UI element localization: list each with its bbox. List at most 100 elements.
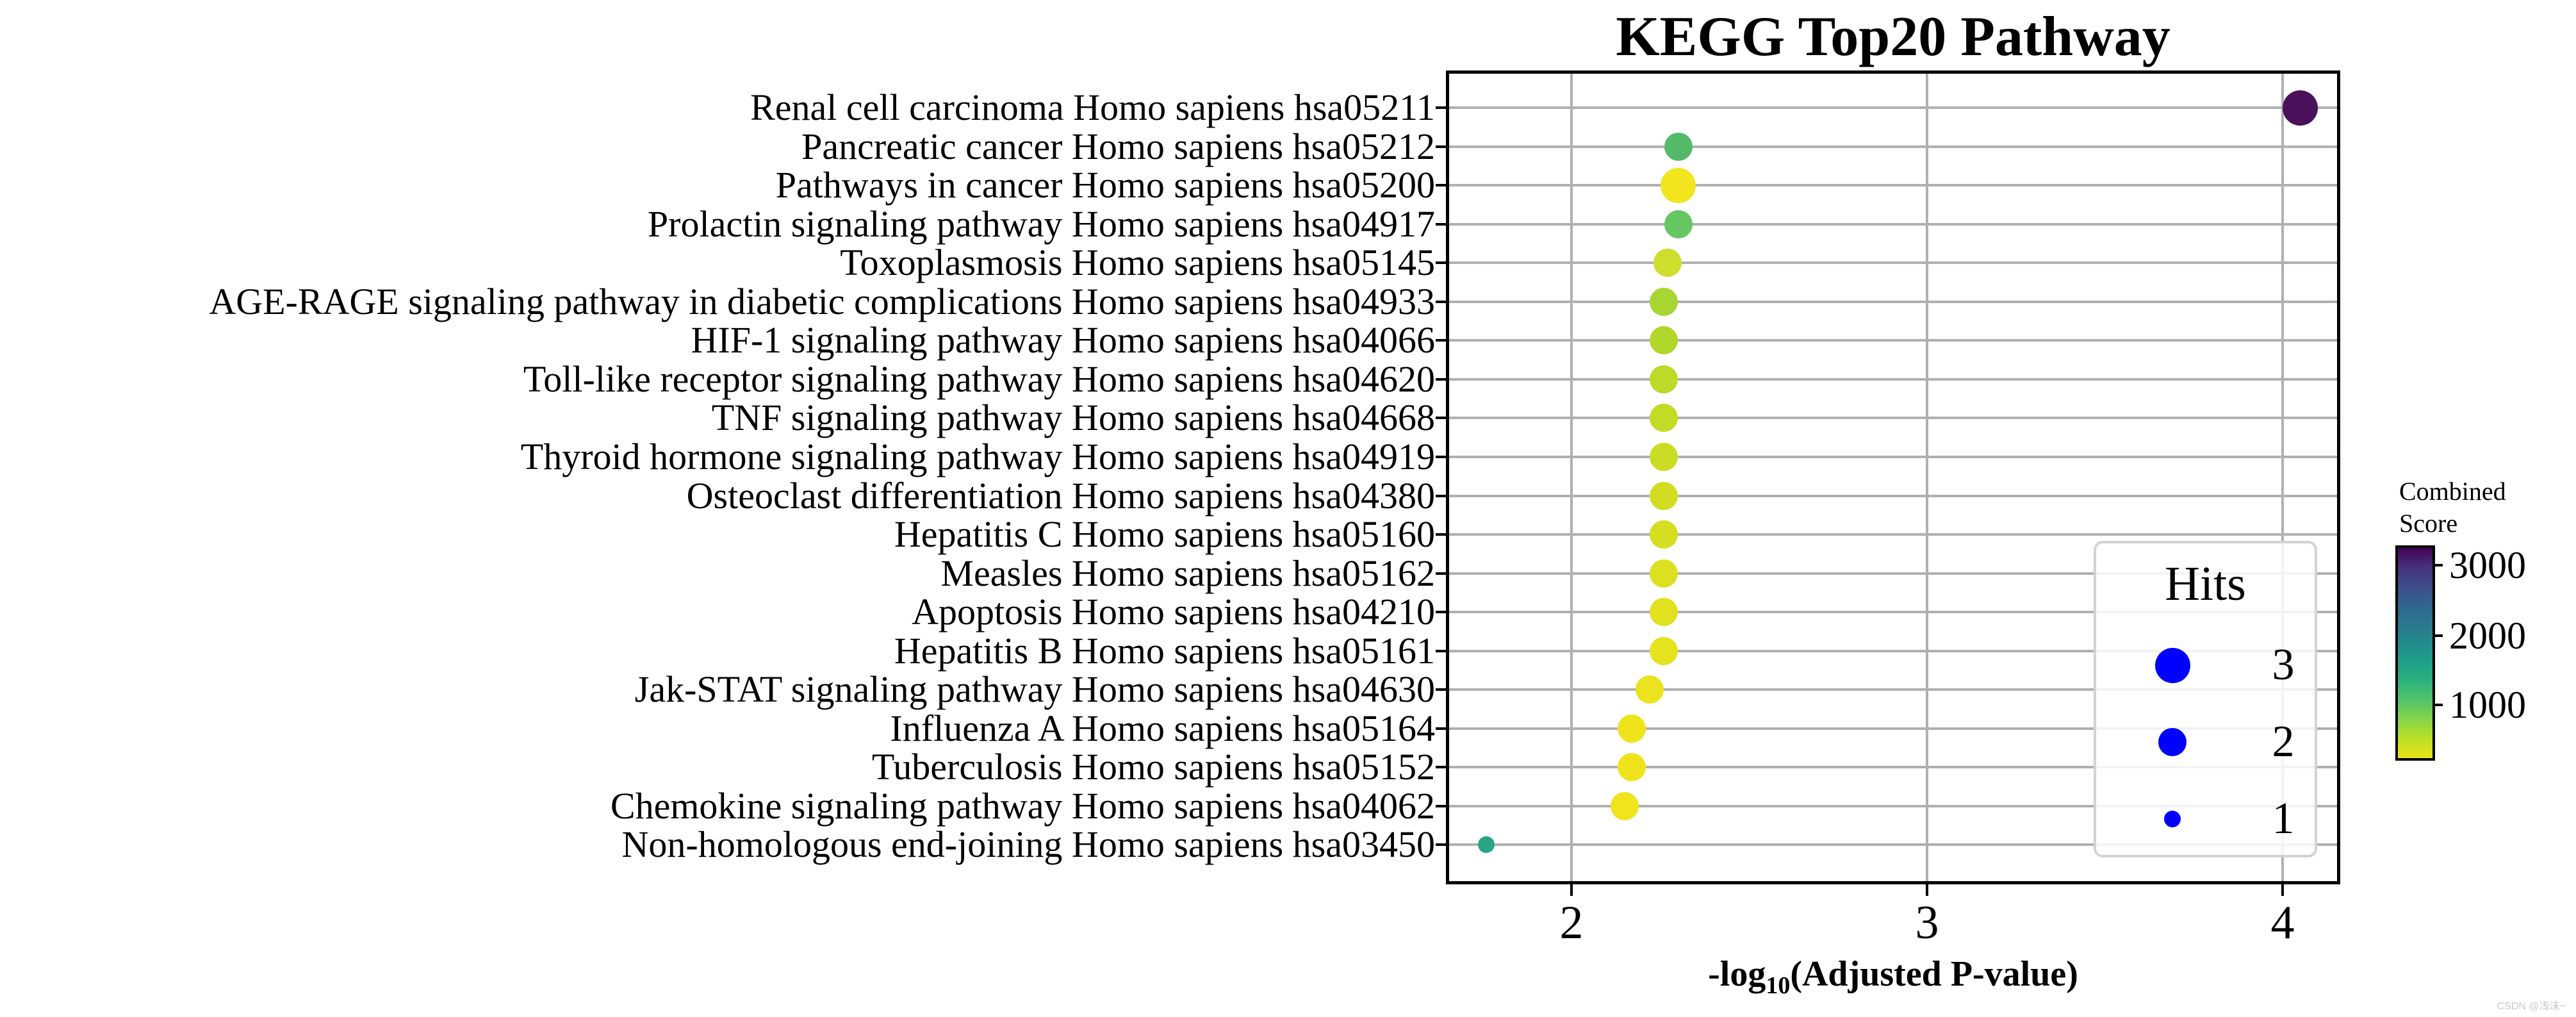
y-axis-label: Hepatitis B Homo sapiens hsa05161 (894, 629, 1435, 672)
y-axis-label: Tuberculosis Homo sapiens hsa05152 (871, 746, 1435, 788)
colorbar-title-line2: Score (2399, 509, 2458, 538)
y-tick-mark (1436, 145, 1446, 148)
pathway-dot (1618, 753, 1646, 782)
legend-marker (2164, 811, 2181, 827)
y-axis-label: Renal cell carcinoma Homo sapiens hsa052… (750, 87, 1435, 128)
y-tick-mark (1436, 184, 1446, 187)
pathway-dot (1650, 287, 1678, 316)
gridline-vertical (1570, 70, 1573, 884)
y-axis-label: Pancreatic cancer Homo sapiens hsa05212 (801, 125, 1435, 167)
gridline-horizontal (1446, 261, 2340, 265)
gridline-horizontal (1446, 611, 2340, 614)
gridline-horizontal (1446, 727, 2340, 730)
bottom-spine (1446, 881, 2340, 884)
y-tick-mark (1436, 766, 1446, 769)
y-axis-label: Apoptosis Homo sapiens hsa04210 (912, 591, 1435, 633)
pathway-dot (1650, 636, 1678, 665)
y-axis-label: Toll-like receptor signaling pathway Hom… (523, 358, 1435, 400)
y-tick-mark (1436, 377, 1446, 381)
pathway-dot (1650, 520, 1678, 549)
right-spine (2337, 70, 2340, 884)
pathway-dot (1650, 365, 1678, 393)
y-tick-mark (1436, 417, 1446, 420)
x-axis-label-suffix: (Adjusted P-value) (1790, 954, 2078, 994)
gridline-horizontal (1446, 106, 2340, 109)
gridline-horizontal (1446, 843, 2340, 847)
top-spine (1446, 70, 2340, 74)
plot-area: Hits 3 2 1 (1446, 70, 2340, 884)
x-tick-mark (1570, 884, 1573, 896)
y-axis-label: Jak-STAT signaling pathway Homo sapiens … (634, 668, 1435, 711)
y-tick-mark (1436, 804, 1446, 807)
colorbar-tick-mark (2435, 634, 2443, 637)
pathway-dot (1650, 442, 1678, 471)
gridline-horizontal (1446, 184, 2340, 187)
y-tick-mark (1436, 300, 1446, 303)
pathway-dot (1664, 132, 1693, 161)
x-tick-label: 2 (1559, 897, 1584, 949)
x-tick-mark (2281, 884, 2284, 896)
y-axis-label: HIF-1 signaling pathway Homo sapiens hsa… (691, 319, 1435, 361)
colorbar-tick-label: 2000 (2449, 615, 2526, 657)
y-axis-label: Thyroid hormone signaling pathway Homo s… (520, 435, 1435, 477)
colorbar-tick-label: 1000 (2449, 684, 2526, 726)
gridline-horizontal (1446, 222, 2340, 226)
gridline-horizontal (1446, 649, 2340, 652)
y-tick-mark (1436, 106, 1446, 109)
y-tick-mark (1436, 261, 1446, 265)
gridline-vertical (2281, 70, 2284, 884)
legend-entry-label: 3 (2272, 640, 2295, 690)
size-legend: Hits 3 2 1 (2094, 541, 2317, 857)
gridline-horizontal (1446, 766, 2340, 769)
y-axis-label: Pathways in cancer Homo sapiens hsa05200 (775, 164, 1435, 206)
pathway-dot (1650, 559, 1678, 588)
gridline-horizontal (1446, 455, 2340, 458)
gridline-horizontal (1446, 494, 2340, 497)
y-tick-mark (1436, 611, 1446, 614)
y-tick-mark (1436, 339, 1446, 342)
gridline-horizontal (1446, 533, 2340, 536)
y-axis-label: Toxoplasmosis Homo sapiens hsa05145 (840, 242, 1435, 284)
pathway-dot (1611, 791, 1639, 820)
y-axis-label: Osteoclast differentiation Homo sapiens … (686, 474, 1435, 517)
x-tick-label: 4 (2270, 897, 2295, 949)
y-axis-label: Influenza A Homo sapiens hsa05164 (890, 707, 1435, 749)
y-axis-label: TNF signaling pathway Homo sapiens hsa04… (711, 397, 1435, 439)
y-axis-label: Non-homologous end-joining Homo sapiens … (621, 823, 1435, 866)
y-tick-mark (1436, 494, 1446, 497)
y-tick-mark (1436, 455, 1446, 458)
x-axis-label-prefix: -log (1708, 954, 1766, 994)
y-tick-mark (1436, 533, 1446, 536)
legend-marker (2154, 647, 2190, 683)
colorbar-tick-label: 3000 (2449, 544, 2526, 586)
pathway-dot (1653, 249, 1682, 277)
colorbar-title-line1: Combined (2399, 477, 2506, 506)
pathway-dot (1477, 836, 1495, 854)
pathway-dot (1650, 326, 1678, 355)
legend-entry-label: 1 (2272, 794, 2295, 843)
pathway-dot (1650, 598, 1678, 627)
pathway-dot (1664, 210, 1693, 238)
size-legend-title: Hits (2165, 557, 2246, 611)
pathway-dot (2283, 90, 2318, 126)
gridline-horizontal (1446, 417, 2340, 420)
y-axis-label: Measles Homo sapiens hsa05162 (940, 552, 1435, 594)
gridline-horizontal (1446, 572, 2340, 575)
pathway-dot (1650, 481, 1678, 510)
y-tick-mark (1436, 688, 1446, 691)
y-axis-label: AGE-RAGE signaling pathway in diabetic c… (209, 280, 1435, 322)
colorbar-gradient (2395, 545, 2435, 761)
gridline-horizontal (1446, 377, 2340, 381)
pathway-dot (1636, 675, 1664, 704)
y-axis-label: Prolactin signaling pathway Homo sapiens… (647, 203, 1435, 245)
y-axis-label: Hepatitis C Homo sapiens hsa05160 (894, 513, 1435, 556)
y-axis-label: Chemokine signaling pathway Homo sapiens… (610, 784, 1435, 827)
gridline-horizontal (1446, 688, 2340, 691)
y-tick-mark (1436, 727, 1446, 730)
chart-title: KEGG Top20 Pathway (1616, 6, 2170, 68)
watermark: CSDN @浅沫~ (2497, 1001, 2566, 1012)
pathway-dot (1661, 167, 1696, 203)
colorbar-title: Combined Score (2399, 475, 2572, 540)
x-axis-label: -log10(Adjusted P-value) (1446, 954, 2340, 1000)
